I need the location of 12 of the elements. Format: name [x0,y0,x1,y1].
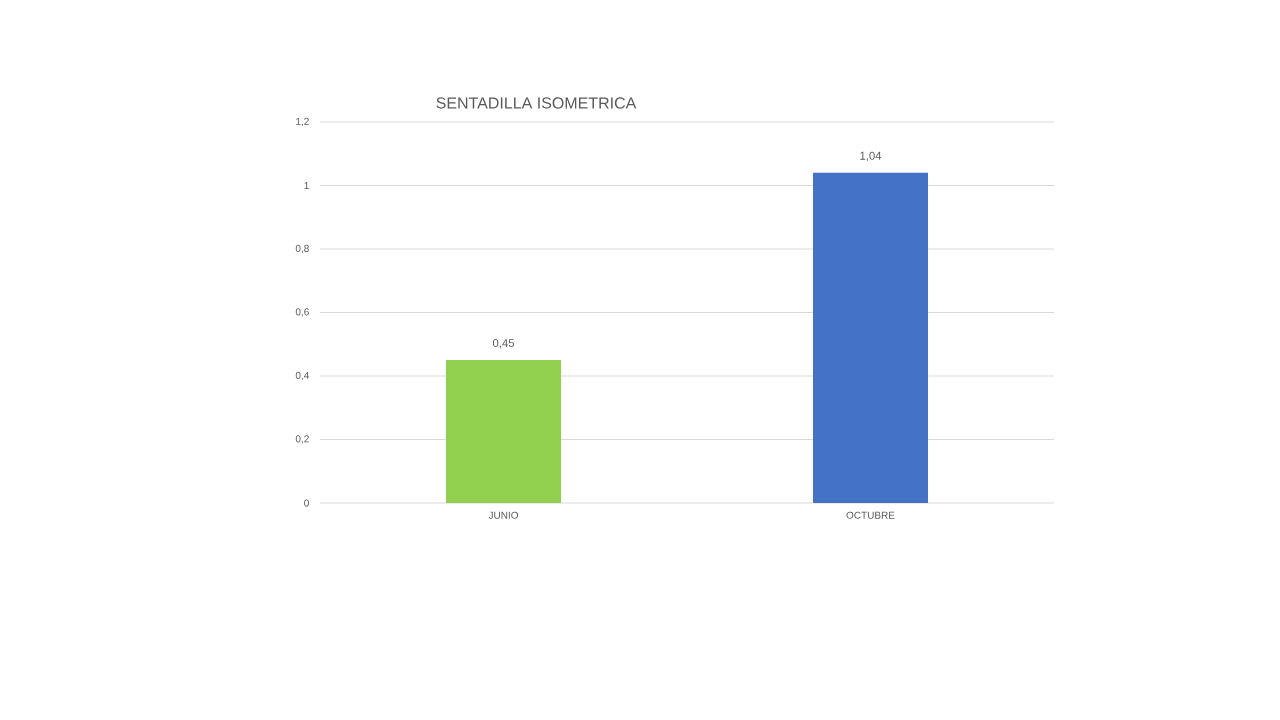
y-tick-label: 1 [304,182,309,189]
y-tick-label: 0,2 [295,435,309,444]
data-label: 0,45 [492,339,515,349]
data-label: 1,04 [860,151,882,162]
chart-title: SENTADILLA ISOMETRICA [436,97,637,109]
y-tick-label: 0 [304,499,309,507]
y-tick-label: 1,2 [296,117,309,127]
y-tick-label: 0,6 [295,308,309,317]
y-tick-label: 0,4 [295,371,310,381]
x-tick-label: JUNIO [488,511,519,519]
y-tick-label: 0,8 [295,244,309,254]
x-tick-label: OCTUBRE [846,511,895,519]
